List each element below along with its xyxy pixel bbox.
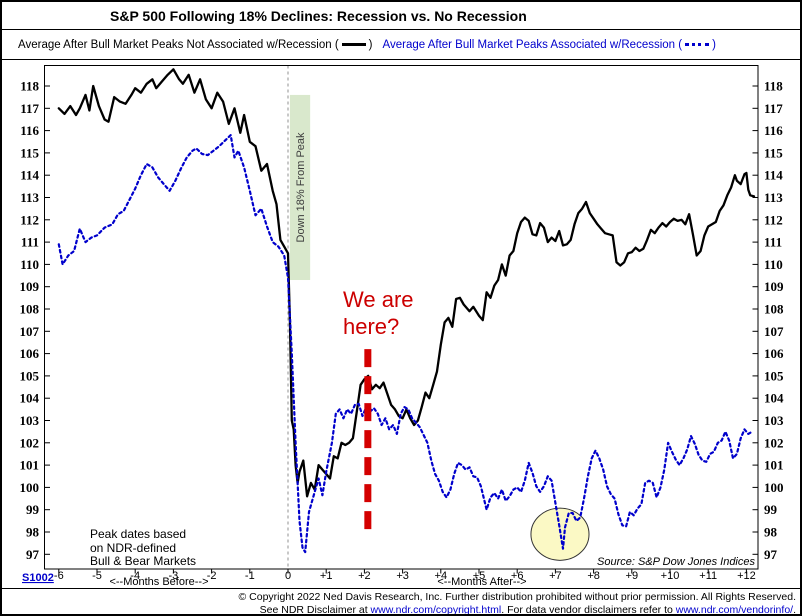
months-after-label: <--Months After--> <box>437 576 526 588</box>
y-axis-tick-label-left: 116 <box>20 123 39 138</box>
ndr-copyright-link[interactable]: www.ndr.com/copyright.html <box>370 604 502 616</box>
footer-line2: See NDR Disclaimer at www.ndr.com/copyri… <box>259 604 796 616</box>
legend-label-no-recession: Average After Bull Market Peaks Not Asso… <box>18 38 332 51</box>
footer-disclaimer: © Copyright 2022 Ned Davis Research, Inc… <box>2 588 800 616</box>
x-axis-tick-label: -6 <box>54 570 64 582</box>
y-axis-tick-label-right: 110 <box>764 257 783 272</box>
y-axis-tick-label-left: 115 <box>20 145 39 160</box>
y-axis-tick-label-left: 104 <box>20 391 40 406</box>
x-axis-tick-label: +2 <box>358 570 371 582</box>
title-bar: S&P 500 Following 18% Declines: Recessio… <box>2 2 800 30</box>
decline-band <box>289 94 311 281</box>
x-axis-tick-label: +1 <box>320 570 333 582</box>
x-axis-tick-label: -3 <box>169 570 179 582</box>
peak-note-line2: on NDR-defined <box>90 541 176 555</box>
x-axis-tick-label: +6 <box>511 570 524 582</box>
y-axis-tick-label-right: 107 <box>764 324 784 339</box>
dotted-line-sample-icon <box>685 43 710 46</box>
line-chart: Down 18% From Peak We are here? 97 97 98 98… <box>20 65 784 588</box>
y-axis-tick-label-left: 97 <box>26 547 40 562</box>
x-axis-tick-label: -4 <box>130 570 140 582</box>
chart-series <box>57 68 756 554</box>
chart-annotations-under: Down 18% From Peak <box>287 65 590 569</box>
x-axis-tick-label: +10 <box>661 570 680 582</box>
no-recession-series-line <box>57 68 756 498</box>
y-axis-tick-label-left: 113 <box>20 190 39 205</box>
y-axis-tick-label-right: 100 <box>764 480 784 495</box>
peak-note-line3: Bull & Bear Markets <box>90 554 196 568</box>
y-axis-tick-label-left: 110 <box>20 257 39 272</box>
y-axis-tick-label-left: 103 <box>20 413 40 428</box>
x-axis-tick-label: +12 <box>737 570 756 582</box>
y-axis-tick-label-left: 108 <box>20 302 40 317</box>
chart-axes: 97 97 98 98 99 99 100 100 101 101 102 102 103 103 104 1… <box>20 65 784 582</box>
y-axis-tick-label-right: 115 <box>764 145 783 160</box>
we-are-here-text-line1: We are <box>343 287 414 312</box>
y-axis-tick-label-left: 98 <box>26 525 40 540</box>
y-axis-tick-label-right: 102 <box>764 435 784 450</box>
y-axis-tick-label-right: 97 <box>764 547 778 562</box>
solid-line-sample-icon <box>341 43 366 46</box>
y-axis-tick-label-right: 101 <box>764 458 784 473</box>
y-axis-tick-label-right: 114 <box>764 168 783 183</box>
y-axis-tick-label-left: 102 <box>20 435 40 450</box>
y-axis-tick-label-left: 111 <box>21 235 39 250</box>
y-axis-tick-label-right: 118 <box>764 79 783 94</box>
x-axis-tick-label: +11 <box>699 570 717 582</box>
y-axis-tick-label-right: 117 <box>764 101 783 116</box>
ndr-vendorinfo-link[interactable]: www.ndr.com/vendorinfo/ <box>675 604 794 616</box>
y-axis-tick-label-left: 112 <box>20 212 39 227</box>
y-axis-tick-label-right: 99 <box>764 502 778 517</box>
y-axis-tick-label-right: 111 <box>764 235 782 250</box>
months-before-label: <--Months Before--> <box>109 576 208 588</box>
peak-note-line1: Peak dates based <box>90 527 186 541</box>
legend-bar: Average After Bull Market Peaks Not Asso… <box>2 30 800 60</box>
y-axis-tick-label-left: 117 <box>20 101 39 116</box>
y-axis-tick-label-left: 107 <box>20 324 40 339</box>
y-axis-tick-label-right: 98 <box>764 525 778 540</box>
chart-annotations-over: We are here? <box>343 287 414 535</box>
we-are-here-text-line2: here? <box>343 314 399 339</box>
y-axis-tick-label-right: 106 <box>764 346 784 361</box>
y-axis-tick-label-left: 118 <box>20 79 39 94</box>
x-axis-tick-label: -1 <box>245 570 255 582</box>
y-axis-tick-label-left: 114 <box>20 168 39 183</box>
highlight-ellipse <box>530 507 590 561</box>
y-axis-tick-label-right: 104 <box>764 391 784 406</box>
x-axis-tick-label: 0 <box>285 570 291 582</box>
y-axis-tick-label-right: 112 <box>764 212 783 227</box>
y-axis-tick-label-right: 103 <box>764 413 784 428</box>
x-axis-tick-label: -5 <box>92 570 102 582</box>
legend-item-no-recession: Average After Bull Market Peaks Not Asso… <box>18 38 373 51</box>
legend-label-recession: Average After Bull Market Peaks Associat… <box>382 38 676 51</box>
y-axis-tick-label-left: 101 <box>20 458 40 473</box>
x-axis-tick-label: +7 <box>549 570 562 582</box>
x-axis-tick-label: +5 <box>473 570 486 582</box>
y-axis-tick-label-right: 105 <box>764 368 784 383</box>
y-axis-tick-label-right: 109 <box>764 279 784 294</box>
x-axis-tick-label: +9 <box>626 570 639 582</box>
x-axis-tick-label: -2 <box>207 570 217 582</box>
x-axis-tick-label: +8 <box>587 570 600 582</box>
y-axis-tick-label-right: 108 <box>764 302 784 317</box>
y-axis-tick-label-left: 99 <box>26 502 40 517</box>
page-title: S&P 500 Following 18% Declines: Recessio… <box>110 7 527 24</box>
x-axis-tick-label: +3 <box>396 570 409 582</box>
x-axis-tick-label: +4 <box>435 570 448 582</box>
y-axis-tick-label-left: 105 <box>20 368 40 383</box>
footer-line1: © Copyright 2022 Ned Davis Research, Inc… <box>238 591 797 603</box>
recession-series-line <box>57 133 754 554</box>
y-axis-tick-label-left: 106 <box>20 346 40 361</box>
chart-id-link[interactable]: S1002 <box>22 572 54 584</box>
source-note: Source: S&P Dow Jones Indices <box>597 556 755 568</box>
y-axis-tick-label-left: 100 <box>20 480 40 495</box>
decline-band-label: Down 18% From Peak <box>295 132 307 243</box>
plot-border <box>44 65 759 570</box>
y-axis-tick-label-left: 109 <box>20 279 40 294</box>
y-axis-tick-label-right: 116 <box>764 123 783 138</box>
legend-item-recession: Average After Bull Market Peaks Associat… <box>382 38 716 51</box>
y-axis-tick-label-right: 113 <box>764 190 783 205</box>
